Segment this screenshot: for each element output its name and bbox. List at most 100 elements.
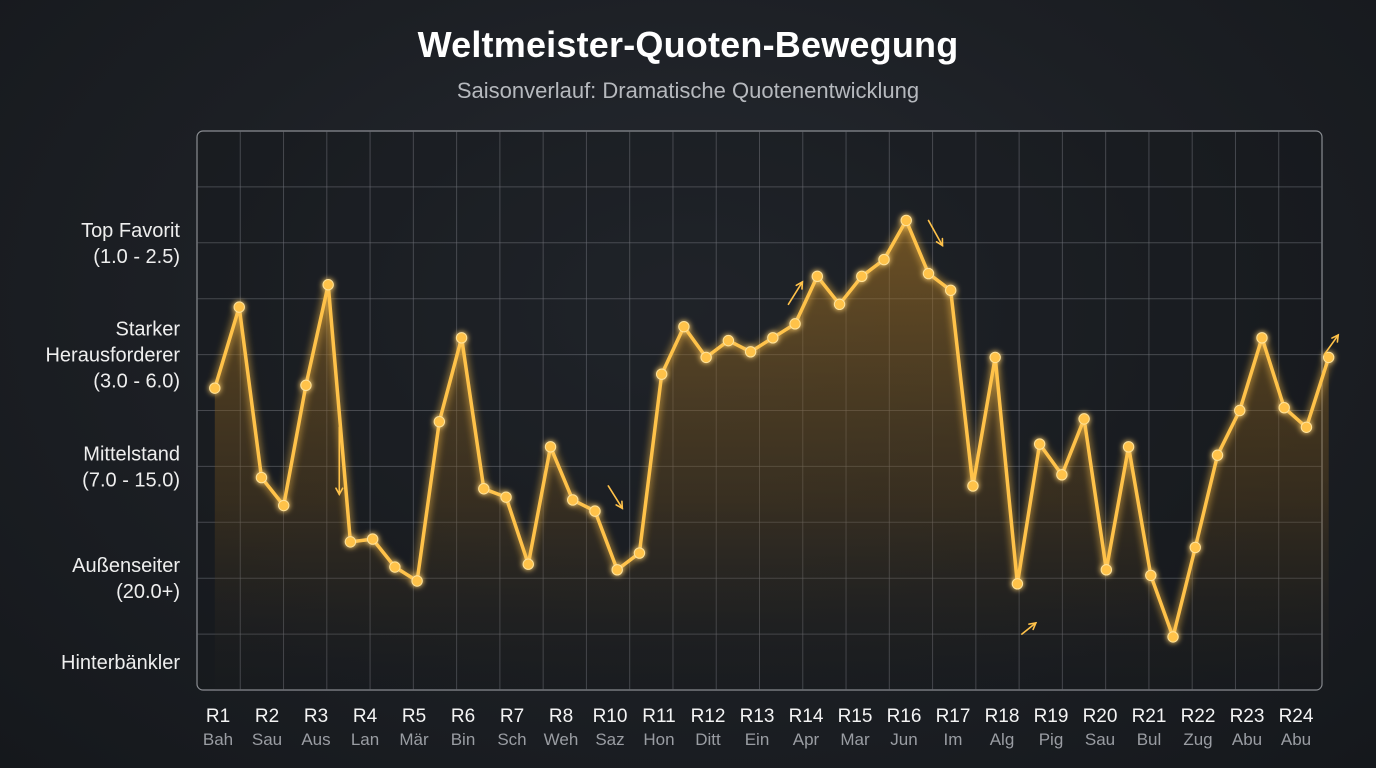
x-tick-venue: Bul <box>1137 730 1162 749</box>
y-tick-label-line: Mittelstand <box>83 443 180 465</box>
y-tick-label-line: (1.0 - 2.5) <box>93 246 180 268</box>
x-tick-venue: Abu <box>1232 730 1262 749</box>
annotation-arrow-shaft <box>927 219 944 247</box>
data-point <box>767 332 779 344</box>
x-tick-venue: Ditt <box>695 730 721 749</box>
x-tick-venue: Aus <box>301 730 330 749</box>
x-tick-round: R10 <box>593 706 628 727</box>
x-tick-round: R18 <box>985 706 1020 727</box>
data-point <box>700 351 712 364</box>
data-point <box>611 564 623 576</box>
data-point <box>255 471 268 484</box>
annotation-arrows <box>335 219 1340 635</box>
x-tick-label: R11 Hon <box>642 706 675 749</box>
data-point <box>544 441 557 453</box>
annotation-arrow-head <box>335 487 344 497</box>
x-tick-label: R20 Sau <box>1083 706 1118 749</box>
annotation-arrow-shaft <box>607 485 624 510</box>
data-markers <box>209 214 1335 643</box>
x-tick-label: R21 Bul <box>1132 706 1167 749</box>
x-tick-venue: Alg <box>990 730 1015 749</box>
data-point <box>833 298 846 310</box>
x-tick-label: R5 Mär <box>399 706 429 749</box>
data-point <box>455 332 468 344</box>
annotation-arrow-shaft <box>1323 334 1340 356</box>
data-point <box>1234 404 1246 417</box>
data-point <box>411 575 423 587</box>
x-tick-label: R6 Bin <box>451 706 476 749</box>
x-tick-label: R14 Apr <box>789 706 824 749</box>
data-point <box>878 253 890 266</box>
data-point <box>567 494 579 506</box>
data-point <box>522 558 534 570</box>
x-tick-label: R4 Lan <box>351 706 379 749</box>
data-point <box>1033 438 1046 450</box>
x-tick-label: R10 Saz <box>593 706 628 749</box>
y-tick-label: Außenseiter (20.0+) <box>72 555 180 603</box>
x-tick-venue: Saz <box>595 730 624 749</box>
x-tick-round: R20 <box>1083 706 1118 727</box>
data-point <box>589 505 601 517</box>
y-tick-label-line: (20.0+) <box>116 581 180 603</box>
x-tick-label: R7 Sch <box>497 706 526 749</box>
x-tick-round: R23 <box>1230 706 1265 727</box>
data-point <box>478 483 490 495</box>
x-tick-label: R12 Ditt <box>691 706 726 749</box>
data-point <box>1189 541 1201 554</box>
data-point <box>922 267 935 280</box>
x-tick-round: R21 <box>1132 706 1167 727</box>
data-point <box>389 561 401 573</box>
data-point <box>300 379 312 392</box>
chart-title: Weltmeister-Quoten-Bewegung <box>417 24 959 65</box>
data-point <box>811 270 824 283</box>
x-tick-round: R14 <box>789 706 824 727</box>
annotation-arrow-head <box>935 237 944 248</box>
data-point <box>744 346 757 358</box>
annotation-arrow-head <box>1331 333 1340 343</box>
x-tick-round: R19 <box>1034 706 1069 727</box>
y-tick-label-line: Top Favorit <box>81 220 180 242</box>
data-point <box>366 533 379 545</box>
y-tick-label-line: Starker <box>116 319 181 341</box>
data-point <box>500 491 512 503</box>
y-tick-label: Top Favorit (1.0 - 2.5) <box>81 220 180 268</box>
x-tick-round: R3 <box>304 706 328 727</box>
x-tick-round: R1 <box>206 706 230 727</box>
chart-subtitle: Saisonverlauf: Dramatische Quotenentwick… <box>456 78 920 103</box>
data-point <box>1056 469 1068 481</box>
x-tick-venue: Ein <box>745 730 770 749</box>
data-point <box>433 415 446 428</box>
y-tick-label: Mittelstand (7.0 - 15.0) <box>82 443 180 491</box>
data-point <box>209 382 221 394</box>
data-point <box>344 536 357 548</box>
data-point <box>722 334 735 347</box>
x-tick-venue: Mar <box>840 730 870 749</box>
data-point <box>678 320 690 333</box>
data-point <box>1122 441 1135 453</box>
annotation-arrow <box>787 280 804 306</box>
x-tick-venue: Zug <box>1183 730 1212 749</box>
x-tick-round: R6 <box>451 706 475 727</box>
annotation-arrow-shaft <box>787 281 804 306</box>
x-tick-label: R19 Pig <box>1034 706 1069 749</box>
data-point <box>1300 421 1313 433</box>
x-tick-round: R15 <box>838 706 873 727</box>
x-tick-venue: Hon <box>643 730 674 749</box>
data-point <box>989 351 1001 364</box>
data-point <box>1256 332 1268 344</box>
x-tick-venue: Mär <box>399 730 429 749</box>
x-tick-label: R23 Abu <box>1230 706 1265 749</box>
x-tick-label: R17 Im <box>936 706 971 749</box>
x-tick-venue: Bah <box>203 730 233 749</box>
x-tick-round: R5 <box>402 706 426 727</box>
x-tick-label: R8 Weh <box>544 706 579 749</box>
data-point <box>1278 402 1290 414</box>
x-tick-round: R24 <box>1279 706 1314 727</box>
data-point <box>1211 449 1224 461</box>
data-point <box>633 547 646 559</box>
x-tick-venue: Pig <box>1039 730 1064 749</box>
x-tick-label: R3 Aus <box>301 706 330 749</box>
data-point <box>278 499 290 512</box>
x-tick-round: R4 <box>353 706 378 727</box>
